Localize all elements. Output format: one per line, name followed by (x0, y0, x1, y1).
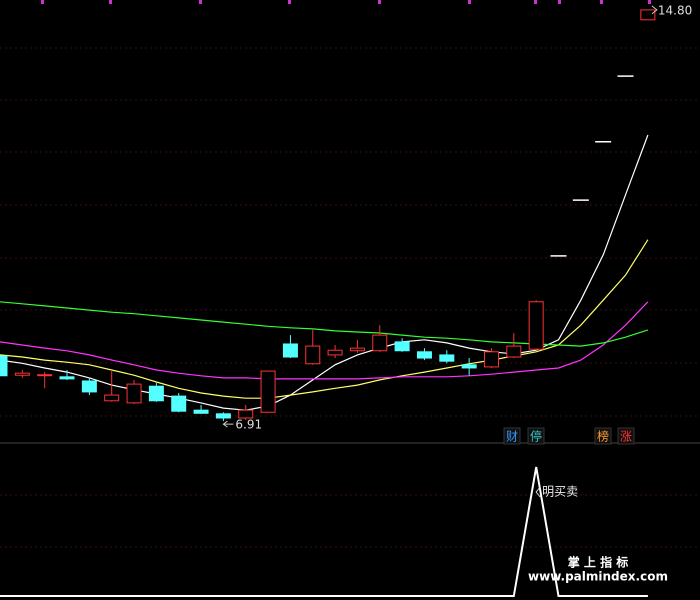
candle-body (104, 394, 120, 402)
badge-box (527, 427, 545, 445)
marker (199, 0, 202, 4)
candle-body (193, 409, 209, 414)
candle-body (372, 334, 388, 352)
grid (0, 47, 700, 548)
candle-body (238, 409, 254, 419)
candle-body (439, 354, 455, 362)
candle-body (0, 355, 8, 377)
marker (109, 0, 112, 4)
marker (648, 0, 651, 4)
marker (288, 0, 291, 4)
badge-box (503, 427, 521, 445)
candle-body (305, 345, 321, 365)
indicator-name: 明买卖 (542, 485, 578, 499)
candle-body (506, 345, 522, 358)
badge: 财 (506, 430, 518, 444)
indicator-line (0, 466, 648, 597)
candle-body (37, 374, 53, 377)
candle-body (349, 347, 365, 352)
candle-body (394, 341, 410, 352)
candle-body (528, 301, 544, 350)
candle-body (327, 349, 343, 356)
candle-body (14, 372, 30, 376)
candle-body (282, 343, 298, 358)
watermark-title: 掌 上 指 标 (568, 555, 629, 570)
high-label: 14.80 (658, 3, 692, 17)
candle-body (215, 413, 231, 419)
badge: 榜 (597, 429, 609, 444)
candle-body (640, 9, 656, 21)
ma-line (0, 301, 649, 380)
marker (378, 0, 381, 4)
badge: 停 (530, 429, 542, 444)
candle-body (148, 385, 164, 402)
watermark-url: www.palmindex.com (528, 570, 668, 584)
candle-body (260, 370, 276, 413)
marker (534, 0, 537, 4)
candle-body (59, 376, 75, 380)
candle-body (171, 395, 187, 412)
badge: 涨 (620, 429, 632, 444)
high-arrow (651, 5, 658, 15)
candle-body (81, 380, 97, 393)
low-label: 6.91 (235, 418, 262, 432)
indicator-pointer (535, 486, 541, 498)
candle-body (416, 351, 432, 359)
marker (41, 0, 44, 4)
candle-body (483, 351, 499, 368)
ma-line (0, 239, 649, 399)
marker (558, 0, 561, 4)
marker (468, 0, 471, 4)
badge-box (594, 427, 612, 445)
low-arrow (222, 420, 234, 428)
top-markers (41, 0, 651, 4)
candle-body (461, 364, 477, 369)
badge-box (617, 427, 635, 445)
candle-body (126, 383, 142, 404)
marker (600, 0, 603, 4)
